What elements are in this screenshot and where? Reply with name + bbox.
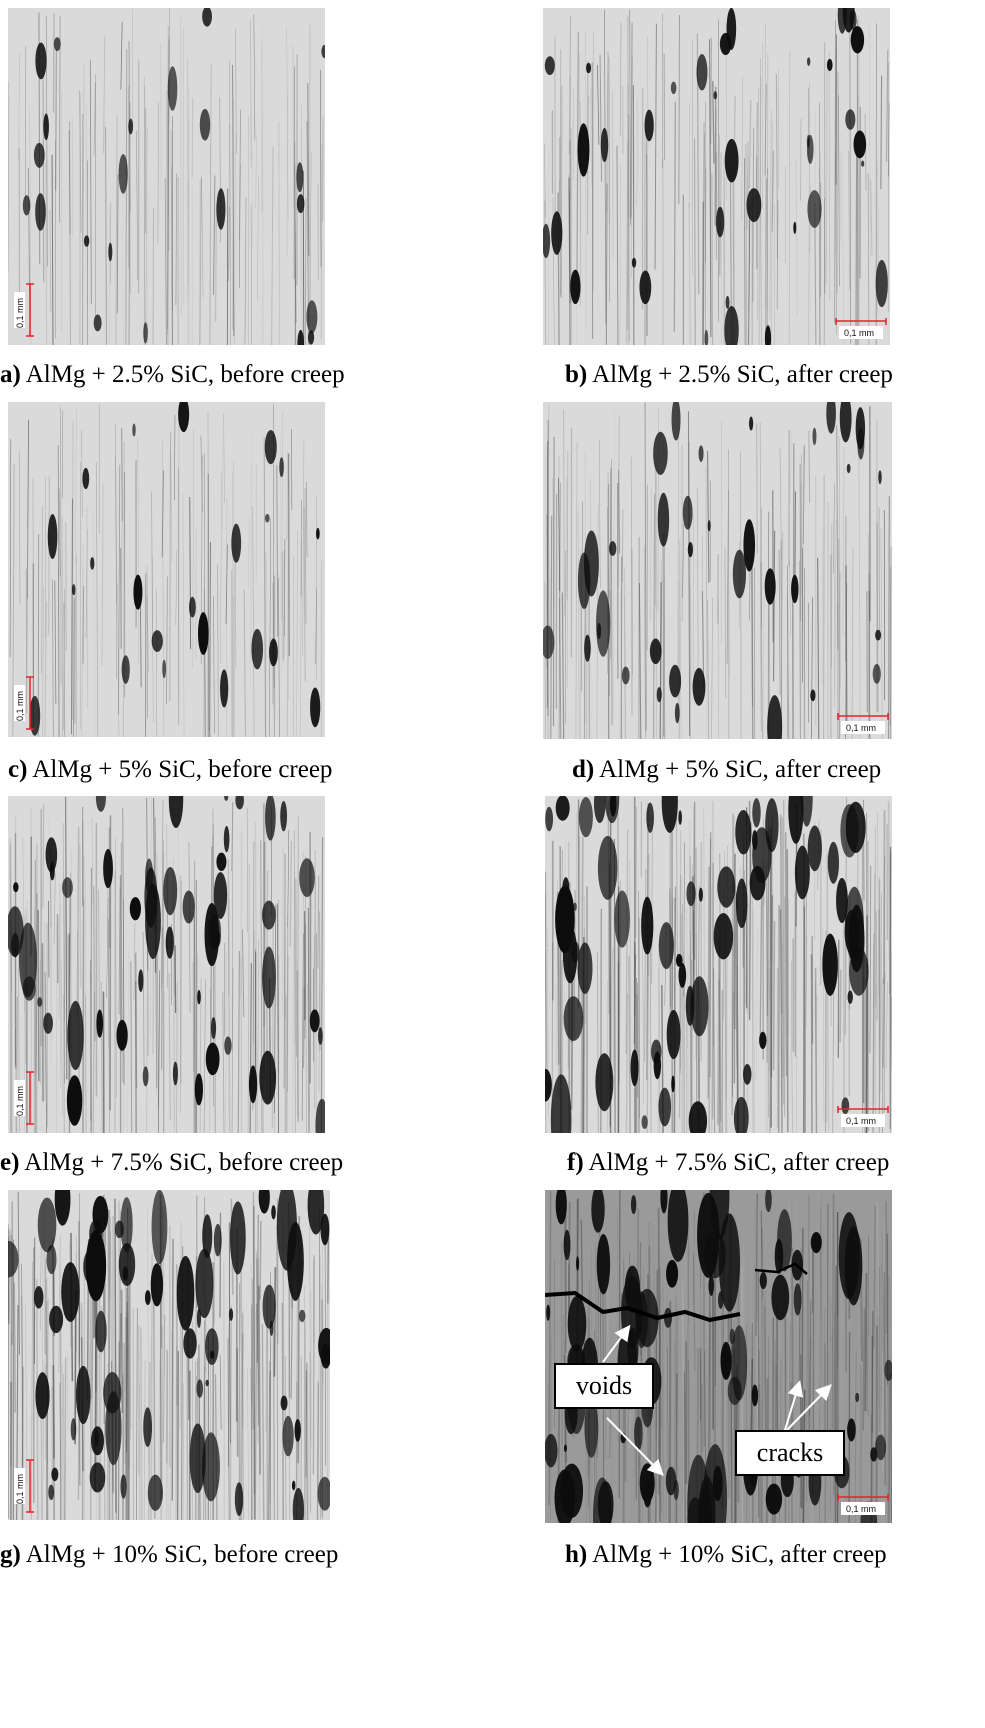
crack-overlay	[545, 1262, 808, 1323]
caption-letter: d)	[572, 756, 595, 783]
micrograph-f	[545, 796, 892, 1133]
voids-arrow-lower	[606, 1417, 664, 1476]
scale-bar-g: 0,1 mm	[14, 1459, 34, 1513]
caption-letter: c)	[8, 756, 28, 783]
scale-bar-label: 0,1 mm	[15, 1086, 25, 1116]
annotation-arrows	[602, 1324, 832, 1476]
scale-bar-label: 0,1 mm	[846, 1504, 876, 1514]
micrograph-b	[543, 8, 890, 345]
caption-text: AlMg + 10% SiC, after creep	[587, 1541, 887, 1568]
caption-c: c) AlMg + 5% SiC, before creep	[8, 755, 332, 785]
cracks-arrow-left	[784, 1380, 804, 1431]
caption-text: AlMg + 7.5% SiC, before creep	[19, 1149, 344, 1176]
scale-bar-label: 0,1 mm	[846, 723, 876, 733]
scale-bar-label: 0,1 mm	[846, 1116, 876, 1126]
micrograph-d	[543, 402, 892, 739]
cracks-arrow-right	[786, 1384, 832, 1431]
caption-b: b) AlMg + 2.5% SiC, after creep	[565, 360, 893, 390]
caption-text: AlMg + 7.5% SiC, after creep	[583, 1149, 890, 1176]
micrograph-c	[8, 402, 325, 737]
scale-bar-label: 0,1 mm	[15, 691, 25, 721]
micrograph-h	[545, 1190, 892, 1523]
caption-letter: b)	[565, 361, 588, 388]
micrograph-a	[8, 8, 325, 345]
caption-f: f) AlMg + 7.5% SiC, after creep	[567, 1148, 889, 1178]
voids-arrow-upper	[602, 1324, 631, 1363]
caption-text: AlMg + 10% SiC, before creep	[20, 1541, 339, 1568]
scale-bar-c: 0,1 mm	[14, 676, 34, 730]
scale-bar-a: 0,1 mm	[14, 283, 34, 337]
caption-text: AlMg + 5% SiC, before creep	[27, 756, 333, 783]
caption-text: AlMg + 2.5% SiC, after creep	[587, 361, 893, 388]
scale-bar-d: 0,1 mm	[837, 713, 889, 734]
scale-bar-e: 0,1 mm	[14, 1071, 34, 1125]
caption-letter: e)	[0, 1149, 20, 1176]
micrograph-g	[8, 1190, 330, 1520]
caption-letter: f)	[567, 1149, 584, 1176]
caption-a: a) AlMg + 2.5% SiC, before creep	[0, 360, 345, 390]
caption-text: AlMg + 5% SiC, after creep	[594, 756, 882, 783]
scale-bar-h: 0,1 mm	[837, 1494, 889, 1515]
scale-bar-label: 0,1 mm	[844, 328, 874, 338]
scale-bar-b: 0,1 mm	[835, 318, 887, 339]
caption-h: h) AlMg + 10% SiC, after creep	[565, 1540, 887, 1570]
voids-label: voids	[554, 1363, 654, 1409]
caption-g: g) AlMg + 10% SiC, before creep	[0, 1540, 338, 1570]
caption-letter: h)	[565, 1541, 588, 1568]
caption-e: e) AlMg + 7.5% SiC, before creep	[0, 1148, 343, 1178]
caption-text: AlMg + 2.5% SiC, before creep	[20, 361, 345, 388]
micrograph-e	[8, 796, 325, 1133]
caption-letter: a)	[0, 361, 21, 388]
caption-d: d) AlMg + 5% SiC, after creep	[572, 755, 881, 785]
scale-bar-label: 0,1 mm	[15, 1474, 25, 1504]
cracks-label: cracks	[735, 1430, 845, 1476]
scale-bar-label: 0,1 mm	[15, 298, 25, 328]
scale-bar-f: 0,1 mm	[837, 1106, 889, 1127]
caption-letter: g)	[0, 1541, 21, 1568]
